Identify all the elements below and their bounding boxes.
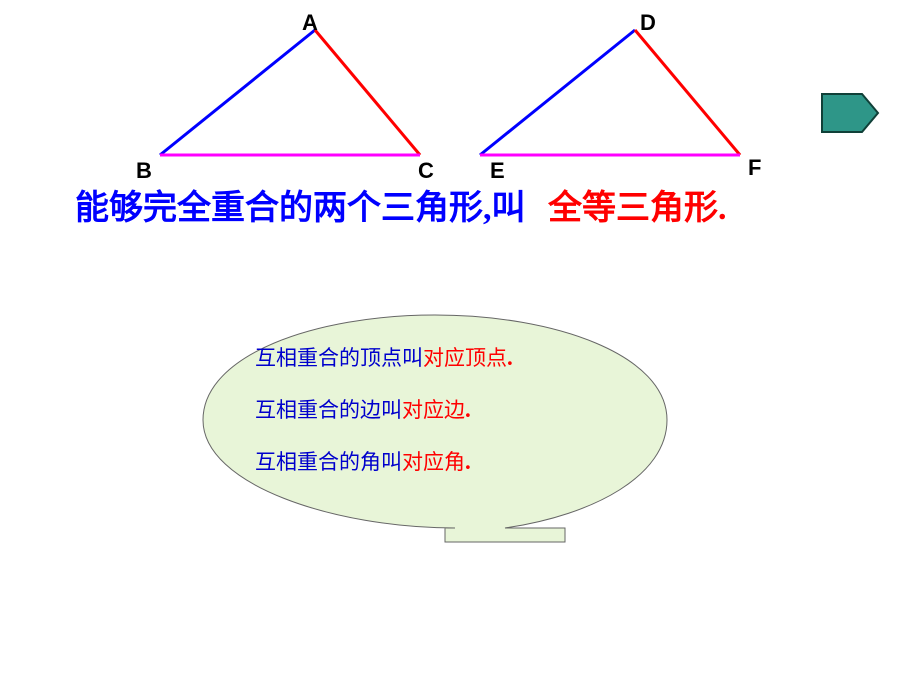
definition-text: 能够完全重合的两个三角形,叫 全等三角形. xyxy=(75,180,727,229)
vertex-label-A: A xyxy=(302,10,318,36)
definition-term: 全等三角形. xyxy=(548,190,727,227)
edge-AB xyxy=(160,30,315,155)
vertex-label-D: D xyxy=(640,10,656,36)
bubble-content: 互相重合的顶点叫对应顶点. 互相重合的边叫对应边. 互相重合的角叫对应角. xyxy=(255,342,655,476)
line1-period: . xyxy=(507,345,513,370)
line3-prefix: 互相重合的角叫 xyxy=(255,450,402,474)
line3-period: . xyxy=(465,449,471,474)
line2-prefix: 互相重合的边叫 xyxy=(255,398,402,422)
arrow-svg xyxy=(820,92,880,134)
line2-period: . xyxy=(465,397,471,422)
edge-AC xyxy=(315,30,420,155)
bubble-line-3: 互相重合的角叫对应角. xyxy=(255,446,655,476)
callout-bubble: 互相重合的顶点叫对应顶点. 互相重合的边叫对应边. 互相重合的角叫对应角. xyxy=(195,310,675,545)
bubble-line-1: 互相重合的顶点叫对应顶点. xyxy=(255,342,655,372)
definition-prefix: 能够完全重合的两个三角形,叫 xyxy=(75,190,526,227)
line3-highlight: 对应角 xyxy=(402,450,465,474)
edge-DF xyxy=(635,30,740,155)
triangles-svg xyxy=(130,20,830,180)
line1-highlight: 对应顶点 xyxy=(423,346,507,370)
vertex-label-F: F xyxy=(748,155,761,181)
triangles-container xyxy=(130,20,830,180)
edge-DE xyxy=(480,30,635,155)
line2-highlight: 对应边 xyxy=(402,398,465,422)
next-arrow-icon[interactable] xyxy=(820,92,880,134)
bubble-line-2: 互相重合的边叫对应边. xyxy=(255,394,655,424)
line1-prefix: 互相重合的顶点叫 xyxy=(255,346,423,370)
